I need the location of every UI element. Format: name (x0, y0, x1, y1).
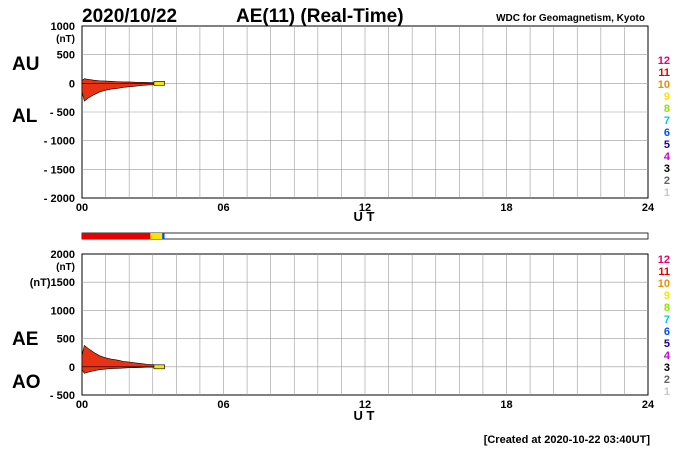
coverage-segment (150, 233, 163, 239)
legend-item: 11 (658, 67, 670, 79)
panel2-xlabel: U T (354, 408, 375, 423)
series-area-au (81, 78, 165, 84)
coverage-frame (81, 232, 649, 240)
legend-item: 9 (664, 290, 670, 302)
al-label: AL (12, 106, 38, 127)
x-tick-label: 12 (359, 202, 371, 214)
legend-item: 11 (658, 266, 670, 278)
panel2-unit: (nT) (56, 262, 75, 273)
y-tick-label: - 1500 (44, 164, 75, 176)
series-area-al (81, 83, 165, 102)
panel1-unit: (nT) (56, 34, 75, 45)
legend-item: 9 (664, 91, 670, 103)
legend-item: 1 (664, 187, 670, 199)
legend-item: 5 (664, 338, 670, 350)
source-label: WDC for Geomagnetism, Kyoto (496, 13, 645, 24)
legend-item: 2 (664, 175, 670, 187)
legend-item: 10 (658, 79, 670, 91)
coverage-segment (82, 233, 151, 239)
x-tick-label: 24 (642, 399, 655, 411)
y-tick-label: 0 (69, 78, 75, 90)
latest-segment-mark (153, 364, 165, 370)
y-tick-label: 500 (57, 334, 75, 346)
x-tick-label: 12 (359, 399, 371, 411)
panel1-xlabel: U T (354, 209, 375, 224)
data-coverage-bar (81, 232, 649, 240)
chart-date: 2020/10/22 (82, 6, 177, 27)
legend-item: 1 (664, 386, 670, 398)
au-label: AU (12, 54, 39, 75)
legend-item: 8 (664, 302, 670, 314)
legend-item: 4 (664, 350, 671, 362)
legend-item: 6 (664, 127, 670, 139)
y-tick-label: 2000 (51, 249, 75, 261)
legend-item: 12 (658, 254, 670, 266)
latest-segment-mark (153, 81, 165, 86)
x-tick-label: 06 (217, 202, 229, 214)
y-tick-label: (nT)1500 (30, 277, 75, 289)
legend-item: 12 (658, 55, 670, 67)
series-area-ae (81, 344, 165, 368)
y-tick-label: 1000 (51, 305, 75, 317)
legend-item: 7 (664, 314, 670, 326)
x-tick-label: 24 (642, 202, 655, 214)
y-tick-label: - 500 (50, 390, 75, 402)
y-tick-label: - 500 (50, 107, 75, 119)
legend-item: 10 (658, 278, 670, 290)
series-area-ao (81, 366, 165, 374)
legend-item: 3 (664, 163, 670, 175)
legend-item: 6 (664, 326, 670, 338)
ae-label: AE (12, 329, 38, 350)
x-tick-label: 00 (76, 202, 88, 214)
x-tick-label: 18 (500, 202, 512, 214)
y-tick-label: 500 (57, 50, 75, 62)
legend-item: 7 (664, 115, 670, 127)
legend-item: 5 (664, 139, 670, 151)
ao-label: AO (12, 372, 41, 393)
y-tick-label: 0 (69, 362, 75, 374)
y-tick-label: - 1000 (44, 136, 75, 148)
legend-item: 3 (664, 362, 670, 374)
x-tick-label: 18 (500, 399, 512, 411)
legend-item: 8 (664, 103, 670, 115)
x-tick-label: 06 (217, 399, 229, 411)
x-tick-label: 00 (76, 399, 88, 411)
y-tick-label: - 2000 (44, 193, 75, 205)
legend-item: 4 (664, 151, 671, 163)
created-timestamp: [Created at 2020-10-22 03:40UT] (484, 434, 651, 446)
coverage-segment (162, 233, 165, 239)
y-tick-label: 1000 (51, 21, 75, 33)
chart-title: AE(11) (Real-Time) (236, 6, 404, 27)
legend-item: 2 (664, 374, 670, 386)
